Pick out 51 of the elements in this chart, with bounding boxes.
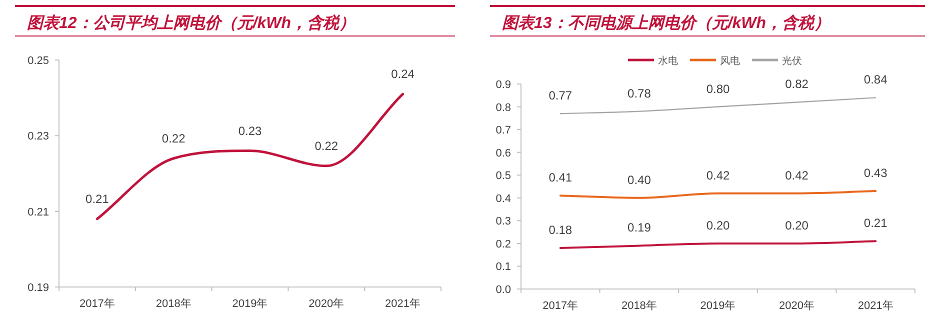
data-label: 0.42 xyxy=(706,168,730,182)
data-label: 0.80 xyxy=(706,82,730,96)
chart-title: 图表13：不同电源上网电价（元/kWh，含税） xyxy=(502,14,830,32)
y-tick-label: 0.21 xyxy=(28,206,49,218)
x-tick-label: 2019年 xyxy=(700,300,736,312)
y-tick-label: 0.25 xyxy=(28,55,49,67)
data-label: 0.24 xyxy=(391,67,415,82)
data-label: 0.22 xyxy=(314,138,338,153)
data-label: 0.42 xyxy=(785,168,809,182)
data-label: 0.84 xyxy=(864,72,888,87)
data-label: 0.77 xyxy=(548,88,572,103)
line-series xyxy=(559,240,877,249)
y-tick-label: 0.9 xyxy=(496,79,511,91)
chart-title: 图表12：公司平均上网电价（元/kWh，含税） xyxy=(27,14,356,32)
data-label: 0.23 xyxy=(238,124,262,138)
y-tick-label: 0.6 xyxy=(496,147,511,160)
data-label: 0.20 xyxy=(706,218,730,232)
x-tick-label: 2020年 xyxy=(779,300,815,312)
data-label: 0.20 xyxy=(785,218,809,232)
legend-label: 光伏 xyxy=(782,55,802,67)
data-label: 0.22 xyxy=(162,131,186,146)
x-tick-label: 2018年 xyxy=(156,298,192,310)
data-label: 0.41 xyxy=(548,170,572,185)
x-tick-label: 2017年 xyxy=(542,300,578,312)
y-tick-label: 0.1 xyxy=(496,261,511,274)
data-label: 0.43 xyxy=(864,166,888,180)
data-label: 0.40 xyxy=(628,172,652,187)
data-label: 0.19 xyxy=(628,220,652,235)
x-tick-label: 2019年 xyxy=(232,298,268,310)
legend-label: 水电 xyxy=(658,55,678,67)
legend-label: 风电 xyxy=(720,55,740,67)
x-tick-label: 2020年 xyxy=(308,298,344,310)
y-tick-label: 0.8 xyxy=(496,102,511,114)
data-label: 0.21 xyxy=(864,216,888,230)
y-tick-label: 0.19 xyxy=(28,282,49,294)
y-tick-label: 0.3 xyxy=(496,216,511,228)
y-tick-label: 0.2 xyxy=(496,238,511,250)
y-tick-label: 0.7 xyxy=(496,124,511,137)
x-tick-label: 2017年 xyxy=(79,298,115,310)
y-tick-label: 0.5 xyxy=(496,170,511,182)
x-tick-label: 2018年 xyxy=(621,300,657,312)
y-tick-label: 0.4 xyxy=(496,192,511,205)
x-tick-label: 2021年 xyxy=(858,300,894,312)
y-tick-label: 0.0 xyxy=(496,284,511,296)
data-label: 0.18 xyxy=(548,223,572,237)
x-tick-label: 2021年 xyxy=(385,298,421,310)
data-label: 0.78 xyxy=(628,86,652,100)
data-label: 0.21 xyxy=(86,192,110,206)
y-tick-label: 0.23 xyxy=(28,130,49,143)
line-series xyxy=(559,190,877,199)
data-label: 0.82 xyxy=(785,77,809,92)
